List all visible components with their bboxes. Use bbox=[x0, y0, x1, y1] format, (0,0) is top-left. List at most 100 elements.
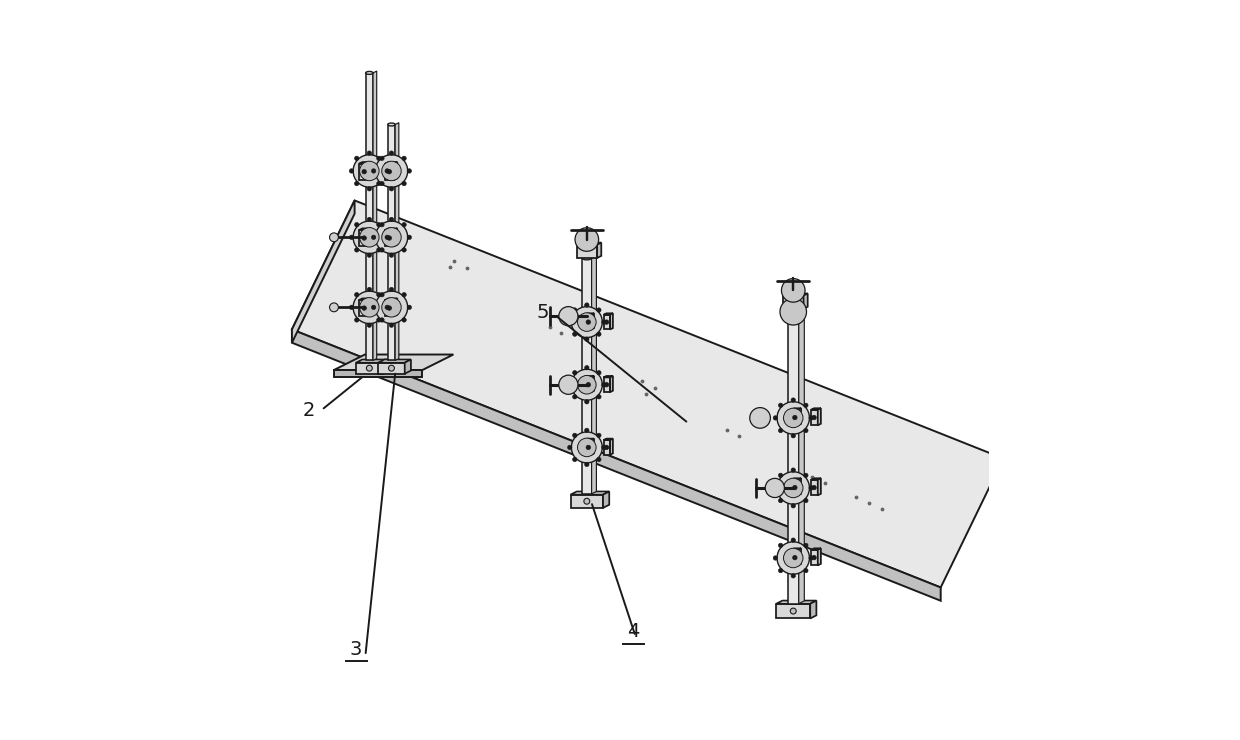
Circle shape bbox=[382, 228, 402, 247]
Polygon shape bbox=[791, 550, 799, 565]
Polygon shape bbox=[366, 73, 373, 360]
Circle shape bbox=[784, 408, 804, 428]
Circle shape bbox=[774, 485, 777, 490]
Circle shape bbox=[382, 161, 402, 181]
Circle shape bbox=[362, 169, 366, 174]
Circle shape bbox=[779, 543, 782, 548]
Polygon shape bbox=[603, 491, 609, 508]
Circle shape bbox=[389, 287, 393, 292]
Polygon shape bbox=[591, 376, 594, 392]
Circle shape bbox=[407, 169, 412, 173]
Polygon shape bbox=[818, 408, 821, 425]
Circle shape bbox=[573, 332, 577, 337]
Circle shape bbox=[575, 228, 599, 252]
Polygon shape bbox=[291, 201, 1003, 588]
Circle shape bbox=[587, 445, 590, 450]
Polygon shape bbox=[604, 314, 610, 329]
Circle shape bbox=[350, 305, 353, 309]
Circle shape bbox=[573, 457, 577, 462]
Circle shape bbox=[790, 608, 796, 614]
Text: 4: 4 bbox=[627, 622, 640, 642]
Circle shape bbox=[379, 223, 384, 227]
Circle shape bbox=[812, 556, 816, 560]
Circle shape bbox=[389, 151, 393, 155]
Polygon shape bbox=[394, 229, 397, 246]
Text: 2: 2 bbox=[303, 401, 315, 420]
Circle shape bbox=[389, 218, 393, 222]
Circle shape bbox=[379, 317, 384, 322]
Circle shape bbox=[750, 408, 770, 428]
Text: 5: 5 bbox=[537, 303, 549, 322]
Polygon shape bbox=[334, 370, 423, 377]
Polygon shape bbox=[782, 294, 807, 295]
Circle shape bbox=[330, 233, 339, 242]
Polygon shape bbox=[604, 440, 610, 455]
Circle shape bbox=[774, 416, 777, 420]
Polygon shape bbox=[360, 298, 371, 300]
Polygon shape bbox=[386, 300, 394, 316]
Polygon shape bbox=[386, 164, 394, 180]
Circle shape bbox=[804, 403, 808, 408]
Polygon shape bbox=[604, 439, 613, 440]
Polygon shape bbox=[799, 548, 801, 565]
Circle shape bbox=[367, 253, 372, 258]
Circle shape bbox=[779, 403, 782, 408]
Circle shape bbox=[367, 186, 372, 191]
Circle shape bbox=[572, 432, 603, 463]
Circle shape bbox=[596, 308, 601, 312]
Polygon shape bbox=[386, 230, 394, 246]
Circle shape bbox=[379, 181, 384, 186]
Polygon shape bbox=[360, 229, 371, 230]
Circle shape bbox=[804, 428, 808, 433]
Polygon shape bbox=[776, 604, 810, 619]
Circle shape bbox=[568, 383, 572, 387]
Circle shape bbox=[584, 400, 589, 404]
Polygon shape bbox=[585, 440, 591, 455]
Text: 3: 3 bbox=[350, 640, 362, 659]
Circle shape bbox=[377, 156, 381, 161]
Circle shape bbox=[791, 434, 795, 438]
Circle shape bbox=[784, 548, 804, 568]
Polygon shape bbox=[811, 548, 821, 550]
Polygon shape bbox=[577, 245, 598, 258]
Polygon shape bbox=[582, 258, 591, 494]
Polygon shape bbox=[378, 363, 404, 374]
Polygon shape bbox=[404, 360, 410, 374]
Circle shape bbox=[601, 383, 606, 387]
Polygon shape bbox=[368, 229, 371, 246]
Circle shape bbox=[379, 248, 384, 252]
Circle shape bbox=[372, 169, 376, 173]
Polygon shape bbox=[598, 243, 601, 258]
Circle shape bbox=[402, 317, 407, 322]
Circle shape bbox=[587, 320, 590, 324]
Circle shape bbox=[779, 473, 782, 477]
Circle shape bbox=[578, 438, 596, 457]
Circle shape bbox=[765, 478, 785, 497]
Circle shape bbox=[584, 462, 589, 467]
Circle shape bbox=[604, 445, 609, 450]
Circle shape bbox=[389, 323, 393, 327]
Circle shape bbox=[596, 457, 601, 462]
Polygon shape bbox=[776, 601, 816, 604]
Circle shape bbox=[808, 485, 813, 490]
Circle shape bbox=[596, 371, 601, 375]
Circle shape bbox=[804, 568, 808, 573]
Polygon shape bbox=[799, 408, 801, 425]
Ellipse shape bbox=[366, 72, 373, 75]
Circle shape bbox=[779, 428, 782, 433]
Circle shape bbox=[584, 303, 589, 307]
Circle shape bbox=[360, 228, 379, 247]
Ellipse shape bbox=[388, 123, 396, 126]
Circle shape bbox=[366, 366, 372, 371]
Polygon shape bbox=[811, 408, 821, 410]
Polygon shape bbox=[368, 162, 371, 180]
Circle shape bbox=[601, 320, 606, 324]
Polygon shape bbox=[291, 329, 941, 601]
Circle shape bbox=[372, 305, 376, 309]
Circle shape bbox=[604, 383, 609, 387]
Circle shape bbox=[355, 317, 358, 322]
Polygon shape bbox=[570, 491, 609, 494]
Polygon shape bbox=[818, 478, 821, 495]
Circle shape bbox=[377, 181, 381, 186]
Circle shape bbox=[573, 433, 577, 437]
